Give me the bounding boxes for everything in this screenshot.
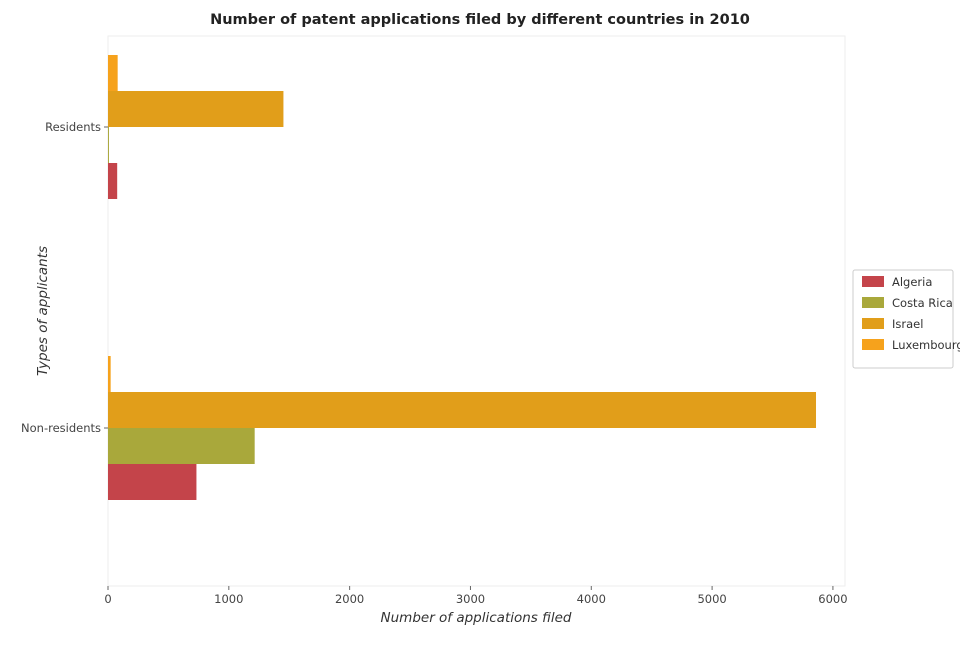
legend: Algeria Costa Rica Israel Luxembourg [852,269,960,369]
x-tick-label: 1000 [214,592,243,606]
bar-non-residents-algeria [108,464,197,500]
x-tick-label: 2000 [335,592,364,606]
x-tick-label: 0 [104,592,111,606]
x-tick-label: 6000 [818,592,847,606]
bar-residents-luxembourg [108,55,118,91]
legend-swatch [862,318,884,329]
legend-swatch [862,276,884,287]
y-axis: Non-residents Residents [21,120,108,435]
bar-residents-israel [108,91,284,127]
x-tick-label: 3000 [456,592,485,606]
bar-non-residents-israel [108,392,817,428]
legend-label: Luxembourg [892,338,960,352]
x-axis-label: Number of applications filed [381,610,572,626]
plot-area [107,35,846,587]
bar-residents-algeria [108,163,118,199]
legend-label: Algeria [892,275,932,289]
legend-label: Israel [892,317,923,331]
y-tick-label: Residents [45,120,101,134]
bar-non-residents-costa-rica [108,428,255,464]
bar-residents-costa-rica [108,127,109,163]
bars-group [108,55,817,500]
chart-title: Number of patent applications filed by d… [210,12,750,28]
y-tick-label: Non-residents [21,421,101,435]
bar-non-residents-luxembourg [108,356,111,392]
y-axis-label: Types of applicants [35,246,51,376]
x-tick-label: 5000 [697,592,726,606]
legend-swatch [862,297,884,308]
legend-swatch [862,339,884,350]
x-tick-label: 4000 [577,592,606,606]
legend-label: Costa Rica [892,296,953,310]
x-axis: 0 1000 2000 3000 4000 5000 6000 [104,586,848,606]
